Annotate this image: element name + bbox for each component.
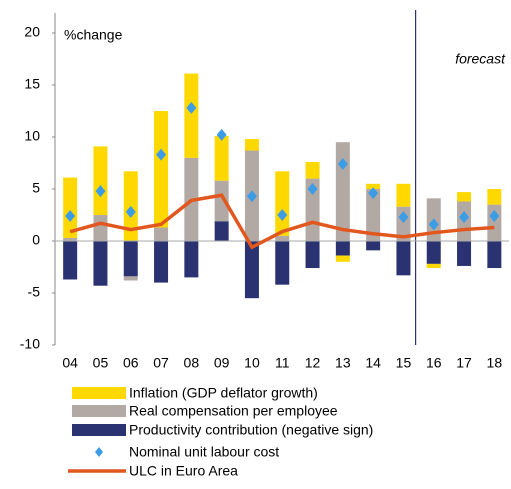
legend-label: Inflation (GDP deflator growth) [129,385,318,401]
bar-segment [487,204,502,241]
legend-swatch [72,387,126,399]
legend-label: ULC in Euro Area [129,463,238,479]
forecast-label: forecast [455,51,506,67]
bar-segment [305,161,320,179]
bar-segment [123,276,138,281]
diamond-marker [398,211,409,224]
bar-segment [154,111,169,228]
y-tick-label: 15 [24,76,40,92]
y-tick-label: -5 [28,284,41,300]
bar-segment [335,255,350,262]
bar-segment [93,146,108,215]
x-tick-label: 09 [214,355,230,371]
bar-segment [123,241,138,277]
diamond-marker [277,209,288,221]
bar-segment [244,139,259,151]
bar-segment [366,183,381,189]
x-tick-label: 14 [365,355,381,371]
bar-segment [396,183,411,207]
x-tick-label: 05 [93,355,109,371]
bar-segment [184,73,199,158]
bar-segment [214,180,229,222]
diamond-marker [65,210,76,223]
diamond-marker [95,185,106,198]
y-tick-label: 10 [24,128,40,144]
diamond-marker [216,128,227,141]
bar-segment [396,241,411,276]
diamond-marker [459,211,470,224]
diamond-marker [489,210,500,223]
bar-segment [184,241,199,278]
bar-segment [214,221,229,241]
bar-segment [305,178,320,241]
x-tick-label: 11 [275,355,290,371]
x-tick-label: 17 [456,355,472,371]
diamond-marker [186,101,197,114]
bar-segment [63,237,78,241]
legend-label: Nominal unit labour cost [129,444,279,460]
bar-segment [63,177,78,238]
bar-segment [93,241,108,286]
bar-segment [93,215,108,241]
diamond-marker [337,158,348,171]
bar-segment [366,189,381,241]
x-tick-label: 08 [184,355,200,371]
x-tick-label: 12 [305,355,321,371]
x-tick-label: 04 [62,355,78,371]
x-tick-label: 13 [335,355,351,371]
legend-label: Real compensation per employee [129,403,338,419]
bar-segment [335,241,350,256]
y-tick-label: 0 [32,232,40,248]
diamond-marker [125,205,136,218]
bar-segment [244,241,259,299]
line [69,193,495,250]
diamond-marker [156,148,167,161]
bar-segment [366,241,381,251]
bar-segment [457,241,472,266]
legend-swatch [72,424,126,436]
y-tick-label: 20 [24,24,40,40]
bar-segment [154,241,169,283]
bar-segment [457,192,472,202]
diamond-marker [428,218,439,231]
bar-segment [487,189,502,205]
bar-segment [275,241,290,285]
x-tick-label: 16 [426,355,442,371]
diamond-marker [368,187,379,200]
x-tick-label: 15 [396,355,412,371]
legend-swatch [72,405,126,417]
bar-segment [305,241,320,269]
x-tick-label: 18 [487,355,503,371]
y-tick-label: 5 [32,180,40,196]
diamond-marker [246,190,257,203]
x-tick-label: 07 [153,355,169,371]
bar-segment [154,227,169,241]
bar-segment [426,241,441,264]
y-tick-label: -10 [20,336,40,352]
x-tick-label: 06 [123,355,139,371]
bar-segment [335,142,350,241]
bar-segment [396,206,411,241]
bar-segment [275,171,290,236]
legend-label: Productivity contribution (negative sign… [129,422,373,438]
bar-segment [214,135,229,181]
bar-segment [426,263,441,269]
bar-segment [275,235,290,241]
bar-segment [487,241,502,269]
legend-swatch [95,447,103,457]
diamond-marker [307,183,318,195]
x-tick-label: 10 [244,355,260,371]
y-axis-label: %change [64,27,123,43]
bar-segment [63,241,78,280]
